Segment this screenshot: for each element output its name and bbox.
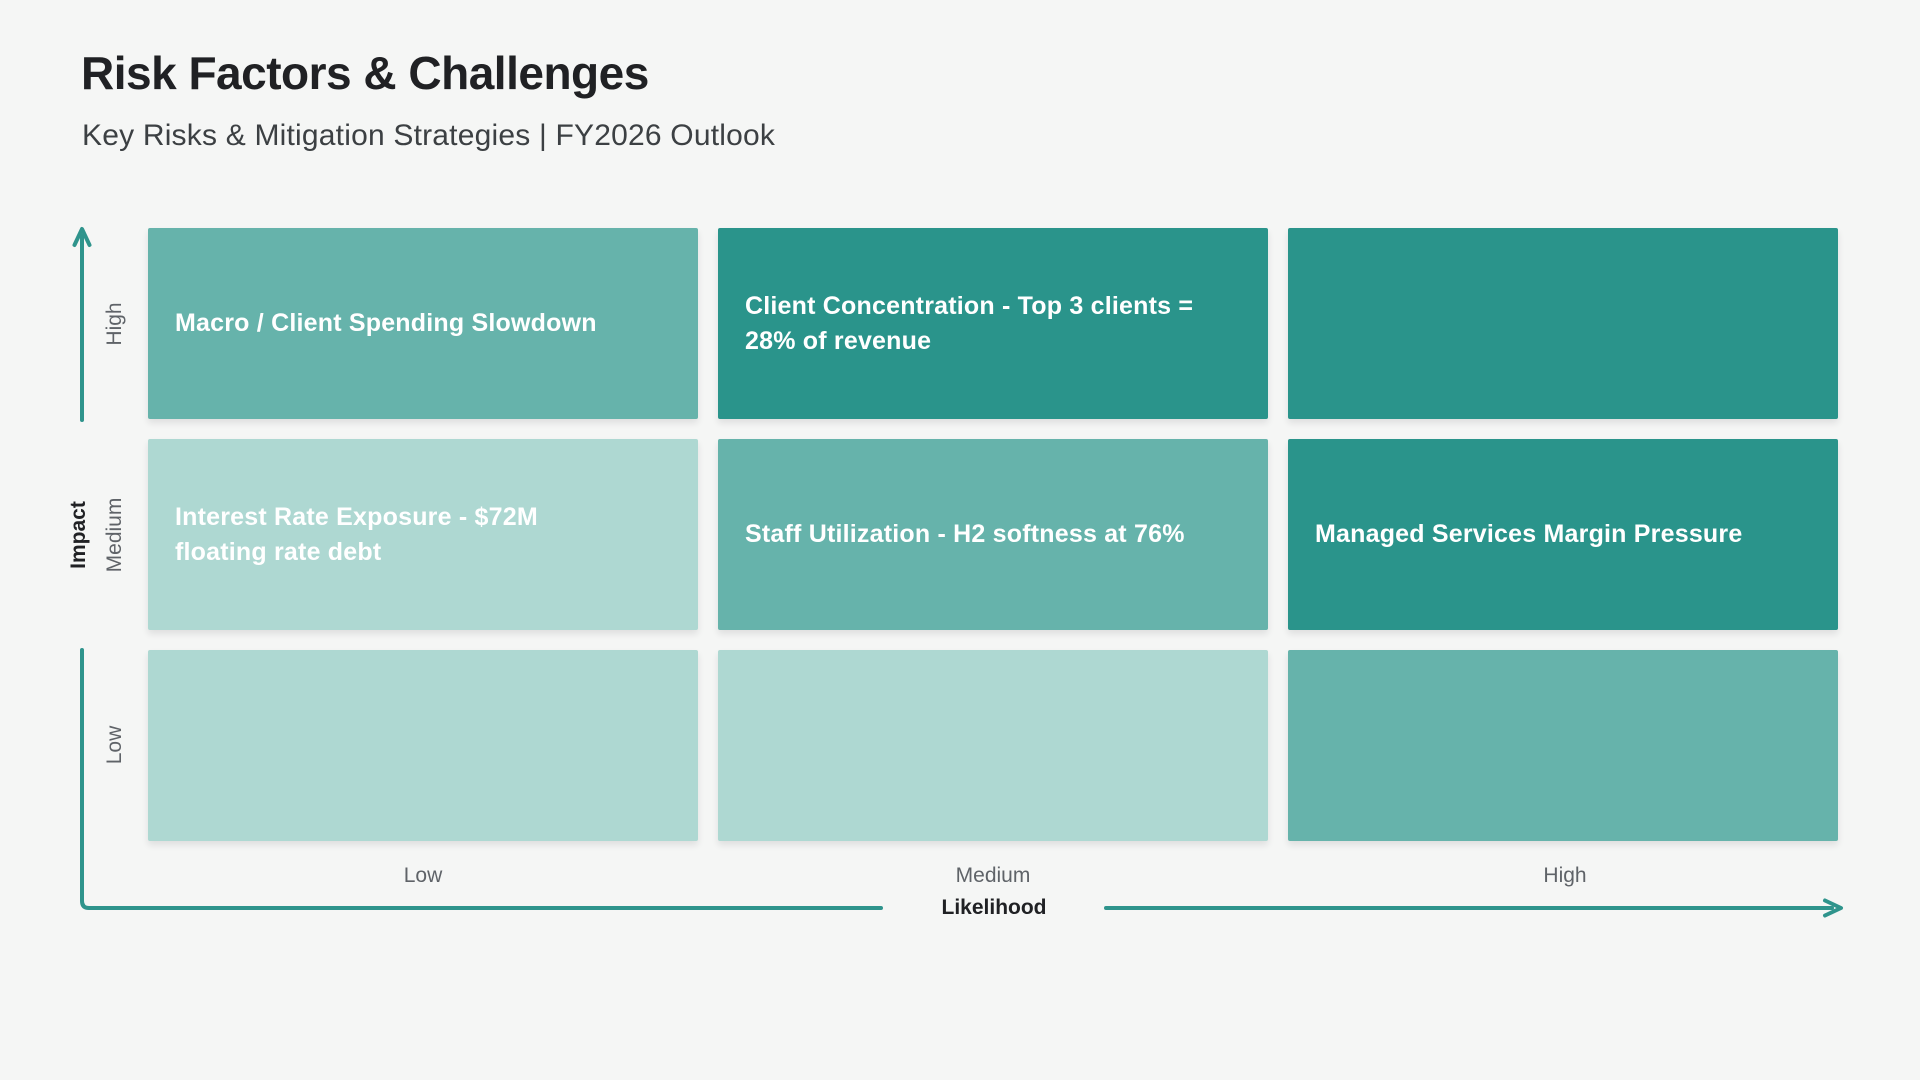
y-axis-arrowhead-icon xyxy=(72,227,92,247)
matrix-cell-medium-medium: Staff Utilization - H2 softness at 76% xyxy=(718,439,1268,630)
page-subtitle: Key Risks & Mitigation Strategies | FY20… xyxy=(82,119,776,152)
risk-matrix-grid: Macro / Client Spending Slowdown Client … xyxy=(148,228,1838,841)
x-axis-arrowhead-icon xyxy=(1823,898,1843,918)
x-axis-tick-high: High xyxy=(1543,864,1587,887)
y-axis-tick-low: Low xyxy=(103,725,126,765)
y-axis-title: Impact xyxy=(67,501,90,569)
risk-label: Macro / Client Spending Slowdown xyxy=(175,309,597,338)
matrix-cell-low-high xyxy=(1288,650,1838,841)
matrix-cell-medium-low: Interest Rate Exposure - $72M floating r… xyxy=(148,439,698,630)
matrix-cell-high-low: Macro / Client Spending Slowdown xyxy=(148,228,698,419)
y-axis-tick-medium: Medium xyxy=(103,497,126,573)
risk-label: Staff Utilization - H2 softness at 76% xyxy=(745,520,1185,549)
matrix-cell-high-medium: Client Concentration - Top 3 clients = 2… xyxy=(718,228,1268,419)
x-axis-tick-low: Low xyxy=(403,864,443,887)
risk-label: Client Concentration - Top 3 clients = 2… xyxy=(745,292,1194,355)
matrix-cell-low-medium xyxy=(718,650,1268,841)
matrix-cell-high-high xyxy=(1288,228,1838,419)
risk-label: Interest Rate Exposure - $72M floating r… xyxy=(175,503,538,566)
x-axis-title: Likelihood xyxy=(941,896,1047,919)
x-axis-tick-medium: Medium xyxy=(955,864,1031,887)
risk-label: Managed Services Margin Pressure xyxy=(1315,520,1743,549)
matrix-cell-medium-high: Managed Services Margin Pressure xyxy=(1288,439,1838,630)
y-axis-tick-high: High xyxy=(103,302,126,346)
matrix-cell-low-low xyxy=(148,650,698,841)
page-title: Risk Factors & Challenges xyxy=(81,47,649,99)
